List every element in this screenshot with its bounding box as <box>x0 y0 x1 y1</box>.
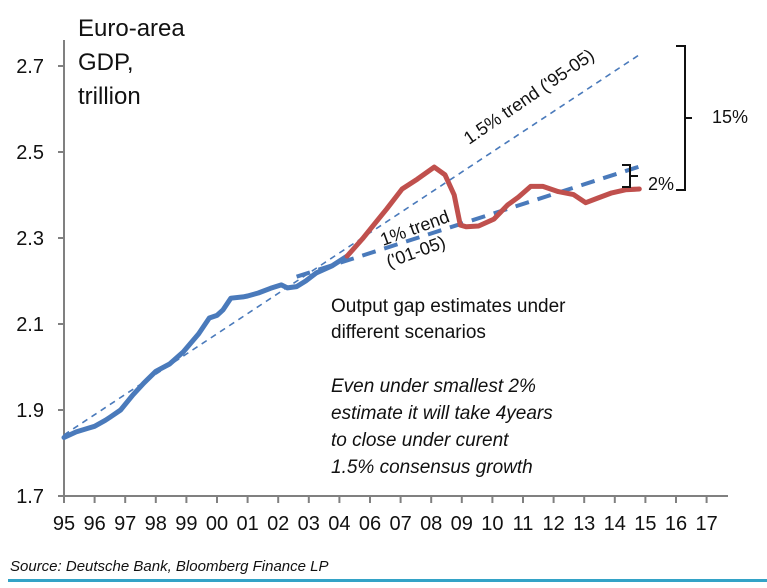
y-tick-label: 2.5 <box>16 142 44 164</box>
y-tick-label: 2.1 <box>16 314 44 336</box>
source-note: Source: Deutsche Bank, Bloomberg Finance… <box>10 558 329 575</box>
x-tick-label: 04 <box>328 513 350 535</box>
y-tick-label: 1.9 <box>16 400 44 422</box>
bracket-15-percent <box>676 45 692 191</box>
note-heading-line-1: Output gap estimates under <box>331 296 566 317</box>
source-divider <box>8 579 767 582</box>
chart-title-line-2: GDP, <box>78 49 134 76</box>
note-italic-line-1: Even under smallest 2% <box>331 376 536 397</box>
y-tick-label: 2.3 <box>16 228 44 250</box>
x-tick-label: 96 <box>83 513 105 535</box>
x-tick-label: 14 <box>604 513 626 535</box>
chart: 1.7 1.9 2.1 2.3 2.5 2.7 95 96 97 98 99 00 01 02 03 04 0… <box>16 15 748 535</box>
y-tick-label: 2.7 <box>16 56 44 78</box>
series-layer <box>61 54 642 440</box>
x-tick-label: 08 <box>420 513 442 535</box>
x-tick-label: 12 <box>542 513 564 535</box>
x-tick-label: 03 <box>298 513 320 535</box>
x-tick-label: 16 <box>665 513 687 535</box>
x-tick-label: 02 <box>267 513 289 535</box>
gap-15-percent-label: 15% <box>712 107 748 127</box>
x-tick-label: 97 <box>114 513 136 535</box>
note-italic-line-4: 1.5% consensus growth <box>331 457 533 478</box>
chart-title-line-1: Euro-area <box>78 15 185 42</box>
series-line-3 <box>295 164 640 279</box>
x-tick-label: 11 <box>513 513 534 535</box>
gap-2-percent-label: 2% <box>648 174 674 194</box>
x-tick-label: 99 <box>175 513 197 535</box>
y-ticks: 1.7 1.9 2.1 2.3 2.5 2.7 <box>16 56 64 508</box>
x-tick-label: 17 <box>695 513 717 535</box>
x-tick-label: 01 <box>236 513 258 535</box>
x-tick-label: 07 <box>389 513 411 535</box>
y-tick-label: 1.7 <box>16 486 44 508</box>
x-tick-label: 09 <box>451 513 473 535</box>
x-tick-label: 95 <box>53 513 75 535</box>
x-tick-label: 15 <box>634 513 656 535</box>
x-ticks: 95 96 97 98 99 00 01 02 03 04 06 07 08 09 10 11 12 13 14 15… <box>53 496 718 535</box>
x-tick-label: 00 <box>206 513 228 535</box>
note-italic-line-2: estimate it will take 4years <box>331 403 553 424</box>
trend-15-label: 1.5% trend ('95-05) <box>460 45 598 148</box>
x-tick-label: 98 <box>145 513 167 535</box>
bracket-2-percent <box>622 164 638 188</box>
x-tick-label: 06 <box>359 513 381 535</box>
x-tick-label: 10 <box>481 513 503 535</box>
series-line-0 <box>61 253 350 440</box>
series-line-1 <box>344 164 642 259</box>
x-tick-label: 13 <box>573 513 595 535</box>
note-heading-line-2: different scenarios <box>331 322 486 343</box>
note-italic-line-3: to close under curent <box>331 430 509 451</box>
chart-title-line-3: trillion <box>78 83 141 110</box>
